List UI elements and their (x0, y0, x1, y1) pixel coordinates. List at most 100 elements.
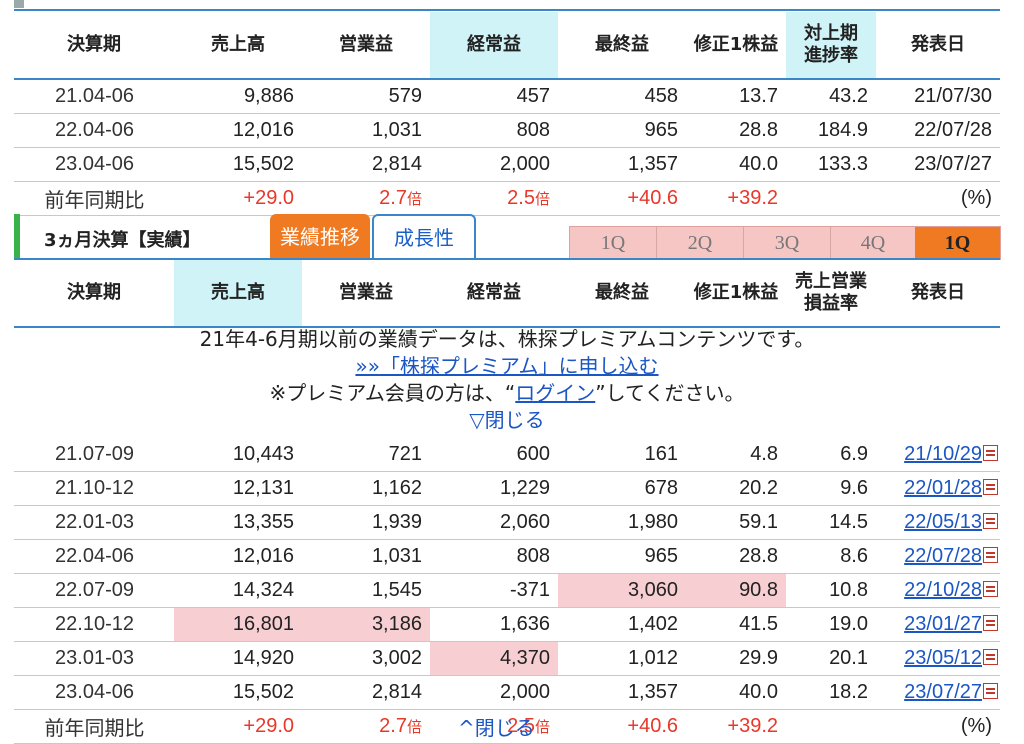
notice-login-suffix: ”してください。 (595, 381, 745, 405)
pdf-icon[interactable] (983, 445, 998, 461)
header-net: 最終益 (558, 12, 686, 80)
cell-operating: 579 (302, 79, 430, 114)
cell-sales: 16,801 (174, 607, 302, 642)
yoy-ord: 2.5倍 (430, 181, 558, 216)
announcement-date-link[interactable]: 23/01/27 (904, 613, 982, 635)
cell-ratio: 20.1 (786, 641, 876, 676)
cell-ordinary: 457 (430, 79, 558, 114)
quarter-button-2q[interactable]: 2Q (657, 227, 744, 259)
q-header-margin: 売上営業 損益率 (786, 260, 876, 328)
login-link[interactable]: ログイン (515, 381, 596, 405)
cell-period: 23.01-03 (14, 641, 174, 676)
cell-date: 21/10/29 (876, 438, 1000, 472)
quarterly-header-row: 決算期 売上高 営業益 経常益 最終益 修正1株益 売上営業 損益率 発表日 (14, 260, 1000, 328)
quarter-button-4q[interactable]: 4Q (860, 232, 886, 254)
cell-net: 1,402 (558, 607, 686, 642)
notice-line1: 21年4-6月期以前の業績データは、株探プレミアムコンテンツです。 (199, 327, 815, 351)
close-toggle[interactable]: ▽閉じる (469, 408, 545, 432)
yoy-ord-unit: 倍 (534, 719, 550, 736)
table-row: 23.04-06 15,502 2,814 2,000 1,357 40.0 133.3 23… (14, 147, 1000, 182)
pdf-icon[interactable] (983, 513, 998, 529)
quarter-button-current[interactable]: 1Q (915, 227, 1000, 259)
cell-ratio: 18.2 (786, 675, 876, 710)
pdf-icon[interactable] (983, 479, 998, 495)
premium-notice: 21年4-6月期以前の業績データは、株探プレミアムコンテンツです。 »»「株探プ… (14, 326, 1000, 434)
cell-eps: 20.2 (686, 471, 786, 506)
header-progress-line1: 対上期 (804, 23, 858, 44)
yoy-sales: +29.0 (174, 181, 302, 216)
cell-date: 23/07/27 (876, 147, 1000, 182)
cell-operating: 2,814 (302, 675, 430, 710)
q-header-margin-line1: 売上営業 (795, 271, 867, 292)
cell-eps: 40.0 (686, 675, 786, 710)
quarterly-section-header: 3ヵ月決算【実績】 業績推移 成長性 1Q 2Q 3Q 4Q 1Q (14, 214, 1001, 260)
quarterly-header-table: 決算期 売上高 営業益 経常益 最終益 修正1株益 売上営業 損益率 発表日 (14, 260, 1000, 328)
quarter-button-1q[interactable]: 1Q (570, 227, 657, 259)
header-operating: 営業益 (302, 12, 430, 80)
cell-date: 22/07/28 (876, 539, 1000, 574)
header-progress: 対上期 進捗率 (786, 12, 876, 80)
announcement-date-link[interactable]: 22/05/13 (904, 511, 982, 533)
pdf-icon[interactable] (983, 683, 998, 699)
announcement-date-link[interactable]: 21/10/29 (904, 443, 982, 465)
cell-sales: 12,016 (174, 539, 302, 574)
q-header-eps: 修正1株益 (686, 260, 786, 328)
cell-sales: 14,324 (174, 573, 302, 608)
cell-eps: 28.8 (686, 539, 786, 574)
cell-sales: 9,886 (174, 79, 302, 114)
bottom-close-toggle[interactable]: ^閉じる (458, 716, 535, 740)
cell-period: 21.04-06 (14, 79, 174, 114)
pdf-icon[interactable] (983, 547, 998, 563)
header-date: 発表日 (876, 12, 1000, 80)
notice-login-prefix: ※プレミアム会員の方は、“ (269, 381, 516, 405)
cell-operating: 1,939 (302, 505, 430, 540)
announcement-date-link[interactable]: 22/10/28 (904, 579, 982, 601)
cell-ratio: 133.3 (786, 147, 876, 182)
q-header-sales: 売上高 (174, 260, 302, 328)
annual-header-row: 決算期 売上高 営業益 経常益 最終益 修正1株益 対上期 進捗率 発表日 (14, 12, 1000, 80)
table-row: 22.10-12 16,801 3,186 1,636 1,402 41.5 19.0 23/… (14, 607, 1000, 642)
tab-performance[interactable]: 業績推移 (270, 214, 370, 260)
cell-eps: 13.7 (686, 79, 786, 114)
q-header-period: 決算期 (14, 260, 174, 328)
cell-sales: 12,131 (174, 471, 302, 506)
pdf-icon[interactable] (983, 581, 998, 597)
q-header-net: 最終益 (558, 260, 686, 328)
premium-signup-arrow: »» (355, 354, 380, 378)
cell-date: 22/05/13 (876, 505, 1000, 540)
cell-operating: 1,545 (302, 573, 430, 608)
cell-date: 21/07/30 (876, 79, 1000, 114)
premium-signup-link[interactable]: »»「株探プレミアム」に申し込む (355, 354, 658, 378)
quarter-selector: 1Q 2Q 3Q 4Q 1Q (569, 226, 1001, 260)
cell-period: 22.07-09 (14, 573, 174, 608)
cell-net: 1,012 (558, 641, 686, 676)
announcement-date-link[interactable]: 23/07/27 (904, 681, 982, 703)
quarter-button-3q[interactable]: 3Q (744, 227, 831, 259)
cell-ordinary: 808 (430, 113, 558, 148)
header-ordinary: 経常益 (430, 12, 558, 80)
cell-date: 23/05/12 (876, 641, 1000, 676)
table-row: 22.01-03 13,355 1,939 2,060 1,980 59.1 14.5 22/… (14, 505, 1000, 540)
pdf-icon[interactable] (983, 649, 998, 665)
cell-period: 21.07-09 (14, 438, 174, 472)
announcement-date-link[interactable]: 22/01/28 (904, 477, 982, 499)
tab-growth[interactable]: 成長性 (372, 214, 476, 260)
yoy-ord-value: 2.5 (507, 187, 535, 209)
cell-period: 22.04-06 (14, 539, 174, 574)
announcement-date-link[interactable]: 22/07/28 (904, 545, 982, 567)
table-row: 21.04-06 9,886 579 457 458 13.7 43.2 21/07/30 (14, 79, 1000, 114)
table-row: 23.04-06 15,502 2,814 2,000 1,357 40.0 18.2 23/… (14, 675, 1000, 710)
yoy-net: +40.6 (558, 181, 686, 216)
table-row: 23.01-03 14,920 3,002 4,370 1,012 29.9 20.1 23/… (14, 641, 1000, 676)
pdf-icon[interactable] (983, 615, 998, 631)
section-divider (14, 258, 1000, 260)
cell-eps: 4.8 (686, 438, 786, 472)
yoy-op-value: 2.7 (379, 187, 407, 209)
yoy-op-value: 2.7 (379, 715, 407, 737)
yoy-blank (786, 709, 876, 744)
cell-ordinary: 600 (430, 438, 558, 472)
announcement-date-link[interactable]: 23/05/12 (904, 647, 982, 669)
cell-period: 22.01-03 (14, 505, 174, 540)
notice-line3: ※プレミアム会員の方は、“ログイン”してください。 (14, 380, 1000, 407)
yoy-net: +40.6 (558, 709, 686, 744)
